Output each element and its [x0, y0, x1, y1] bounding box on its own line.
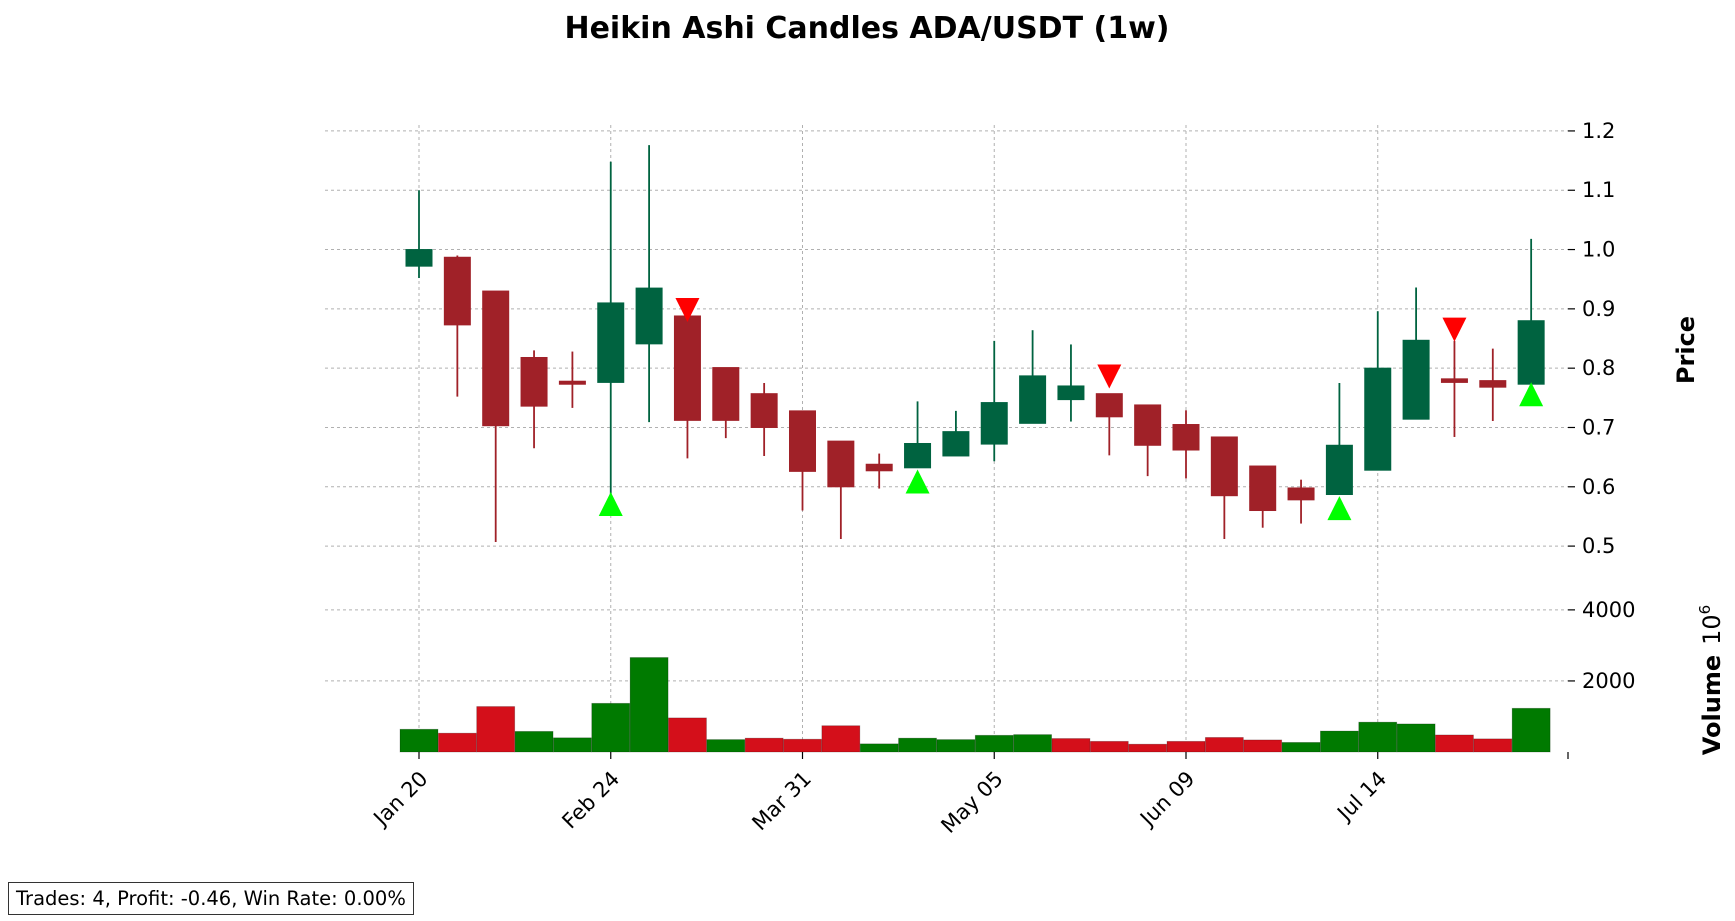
volume-exponent-power: 6	[1696, 605, 1714, 615]
x-tick-label: Jan 20	[368, 767, 433, 832]
candle-body	[712, 367, 740, 421]
candle-body	[980, 402, 1008, 445]
candle-body	[1019, 375, 1047, 424]
price-tick-label: 1.0	[1582, 238, 1615, 262]
volume-bar	[1396, 723, 1436, 753]
candle-body	[1440, 378, 1468, 383]
volume-bar	[859, 743, 899, 753]
volume-bar	[1013, 734, 1052, 753]
volume-bar	[668, 717, 707, 753]
price-tick-label: 0.9	[1582, 297, 1615, 321]
volume-exponent-base: 10	[1698, 614, 1726, 645]
candle-body	[482, 290, 510, 427]
axes: 0.5 0.6 0.7 0.8 0.9 1.0 1.1 1.2 2000 4000 Jan 20 Fe…	[368, 119, 1636, 838]
buy-marker	[1327, 496, 1352, 521]
trade-stats-box: Trades: 4, Profit: -0.46, Win Rate: 0.00…	[8, 882, 414, 915]
volume-bar	[1204, 737, 1244, 753]
volume-bar	[1435, 734, 1474, 753]
candle-body	[1402, 339, 1430, 420]
volume-panel	[399, 657, 1551, 753]
candle-body	[1287, 487, 1315, 501]
volume-bar	[1511, 707, 1551, 753]
volume-bar	[514, 730, 554, 753]
volume-bar	[744, 737, 784, 753]
x-tick-label: Jun 09	[1134, 767, 1199, 832]
price-tick-label: 0.7	[1582, 415, 1615, 439]
volume-bar	[1166, 740, 1206, 753]
volume-bar	[1281, 742, 1321, 753]
volume-bar	[706, 739, 746, 753]
volume-bar	[437, 732, 477, 753]
volume-bar	[821, 725, 861, 753]
sell-marker	[1442, 317, 1467, 342]
volume-bar	[553, 737, 592, 753]
trade-markers	[598, 298, 1544, 521]
x-tick-label: Mar 31	[747, 767, 816, 836]
candle-body	[1325, 444, 1353, 496]
buy-marker	[598, 491, 623, 516]
candle-body	[1172, 424, 1200, 451]
volume-bar	[476, 706, 516, 753]
volume-bar	[1128, 743, 1168, 753]
candle-body	[673, 315, 701, 421]
price-panel	[405, 145, 1545, 542]
buy-marker	[905, 469, 930, 494]
candle-body	[865, 463, 893, 472]
candle-body	[1134, 404, 1162, 446]
volume-axis-label: Volume 106	[1696, 605, 1726, 755]
price-tick-label: 0.5	[1582, 534, 1615, 558]
volume-bar	[898, 737, 937, 753]
candle-body	[904, 442, 932, 469]
candle-body	[1479, 380, 1507, 388]
price-tick-label: 1.1	[1582, 178, 1615, 202]
volume-tick-label: 2000	[1582, 669, 1635, 693]
volume-bar	[1473, 738, 1513, 753]
candle-body	[1364, 367, 1392, 471]
sell-marker	[675, 298, 700, 323]
candle-body	[520, 356, 548, 407]
candle-body	[750, 393, 778, 428]
candle-body	[942, 431, 970, 457]
candle-body	[597, 302, 625, 383]
volume-bar	[1051, 738, 1091, 753]
candle-body	[443, 256, 471, 326]
volume-bar	[1320, 730, 1359, 753]
volume-bar	[629, 657, 669, 753]
volume-bar	[591, 702, 631, 753]
candle-body	[789, 410, 816, 472]
x-tick-label: Jul 14	[1331, 767, 1391, 827]
candle-body	[558, 380, 586, 385]
candle-body	[827, 440, 855, 488]
volume-bar	[1089, 740, 1129, 753]
buy-marker	[1519, 382, 1544, 407]
volume-bar	[936, 739, 976, 753]
volume-bar	[783, 738, 822, 753]
chart-title: Heikin Ashi Candles ADA/USDT (1w)	[564, 11, 1169, 46]
candle-body	[1517, 320, 1545, 385]
candle-body	[1249, 465, 1277, 512]
volume-bar	[1358, 721, 1398, 753]
candle-body	[1095, 393, 1123, 418]
volume-bar	[974, 734, 1014, 753]
price-axis-label: Price	[1672, 316, 1700, 384]
sell-marker	[1097, 364, 1122, 389]
candle-body	[1057, 385, 1085, 401]
volume-bar	[399, 728, 439, 753]
candle-body	[635, 287, 663, 345]
price-tick-label: 0.6	[1582, 475, 1615, 499]
volume-bar	[1243, 739, 1283, 753]
price-tick-label: 0.8	[1582, 356, 1615, 380]
price-tick-label: 1.2	[1582, 119, 1615, 143]
volume-tick-label: 4000	[1582, 598, 1635, 622]
x-tick-label: May 05	[937, 767, 1008, 838]
candle-body	[405, 249, 433, 267]
candle-body	[1210, 436, 1238, 497]
x-tick-label: Feb 24	[557, 767, 624, 834]
volume-label-text: Volume	[1698, 655, 1726, 755]
